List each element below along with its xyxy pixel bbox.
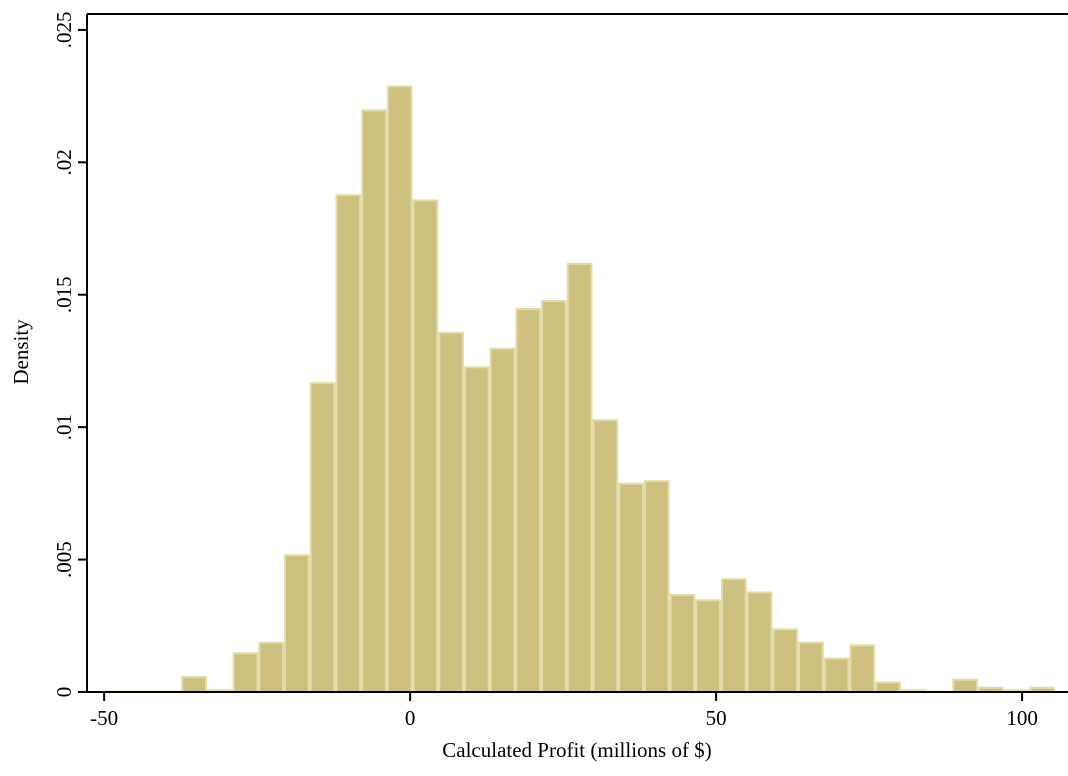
y-tick-label: .02 [52,149,76,175]
bar [643,480,670,693]
bar [309,382,336,693]
bar [463,366,490,693]
bar [721,578,747,693]
bar [952,678,979,693]
x-tick-label: 50 [706,706,727,730]
bar [335,194,362,693]
bar [746,591,773,693]
y-axis-label: Density [9,319,33,385]
bar [592,419,619,693]
y-tick-label: .005 [52,541,76,578]
x-tick-label: 0 [405,706,416,730]
bar [412,199,439,693]
bar [875,681,901,693]
bar [823,657,850,693]
x-axis-label: Calculated Profit (millions of $) [442,738,711,762]
bar [695,599,722,693]
bar [386,85,413,693]
bar [232,652,259,693]
y-tick-label: .01 [52,414,76,440]
bar [489,347,516,693]
bar [515,307,542,693]
y-tick-label: .015 [52,276,76,313]
bar [772,628,799,693]
bar [798,641,824,693]
x-tick-label: 100 [1006,706,1038,730]
y-tick-label: .025 [52,12,76,49]
bar [284,554,310,693]
x-tick-label: -50 [90,706,118,730]
bar [258,641,285,693]
bar [849,644,876,693]
bar [618,482,644,693]
bar [669,594,696,693]
bar [566,262,593,693]
bar [541,300,567,693]
bar [181,676,207,693]
bar [438,331,464,693]
bar [361,109,387,693]
y-tick-label: 0 [52,687,76,698]
